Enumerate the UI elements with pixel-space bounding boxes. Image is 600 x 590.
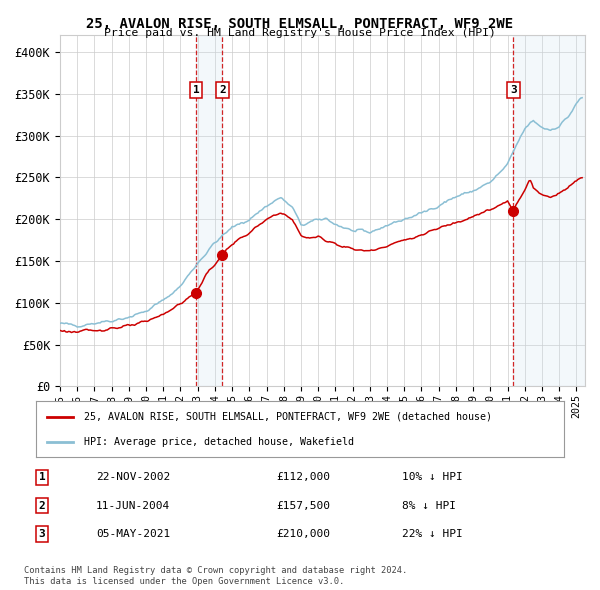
Text: HPI: Average price, detached house, Wakefield: HPI: Average price, detached house, Wake… xyxy=(83,437,353,447)
Text: 1: 1 xyxy=(193,85,199,95)
Bar xyxy=(514,35,585,386)
Text: £112,000: £112,000 xyxy=(276,473,330,482)
Text: 25, AVALON RISE, SOUTH ELMSALL, PONTEFRACT, WF9 2WE (detached house): 25, AVALON RISE, SOUTH ELMSALL, PONTEFRA… xyxy=(83,412,491,422)
Text: 2: 2 xyxy=(38,501,46,510)
Text: £210,000: £210,000 xyxy=(276,529,330,539)
Text: Price paid vs. HM Land Registry's House Price Index (HPI): Price paid vs. HM Land Registry's House … xyxy=(104,28,496,38)
Text: 3: 3 xyxy=(38,529,46,539)
Text: 22-NOV-2002: 22-NOV-2002 xyxy=(96,473,170,482)
Text: 2: 2 xyxy=(219,85,226,95)
Text: 22% ↓ HPI: 22% ↓ HPI xyxy=(402,529,463,539)
Text: 25, AVALON RISE, SOUTH ELMSALL, PONTEFRACT, WF9 2WE: 25, AVALON RISE, SOUTH ELMSALL, PONTEFRA… xyxy=(86,17,514,31)
Text: 3: 3 xyxy=(510,85,517,95)
Text: 1: 1 xyxy=(38,473,46,482)
Text: 10% ↓ HPI: 10% ↓ HPI xyxy=(402,473,463,482)
Text: 11-JUN-2004: 11-JUN-2004 xyxy=(96,501,170,510)
Text: 05-MAY-2021: 05-MAY-2021 xyxy=(96,529,170,539)
Text: £157,500: £157,500 xyxy=(276,501,330,510)
Text: 8% ↓ HPI: 8% ↓ HPI xyxy=(402,501,456,510)
Text: Contains HM Land Registry data © Crown copyright and database right 2024.: Contains HM Land Registry data © Crown c… xyxy=(24,566,407,575)
Text: This data is licensed under the Open Government Licence v3.0.: This data is licensed under the Open Gov… xyxy=(24,577,344,586)
Bar xyxy=(196,35,223,386)
